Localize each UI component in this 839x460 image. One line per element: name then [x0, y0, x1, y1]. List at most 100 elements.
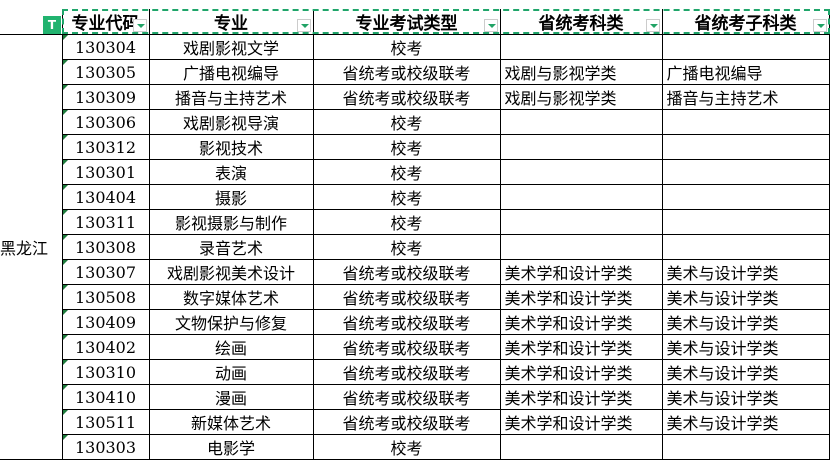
exam-type-cell[interactable]: 校考 — [312, 209, 501, 235]
filter-dropdown-icon[interactable] — [132, 19, 147, 32]
major-cell[interactable]: 文物保护与修复 — [148, 309, 314, 335]
code-cell[interactable]: 130307 — [61, 259, 150, 285]
exam-type-cell[interactable]: 校考 — [312, 109, 501, 135]
category-cell[interactable]: 美术学和设计学类 — [499, 334, 663, 360]
exam-type-cell[interactable]: 省统考或校级联考 — [312, 334, 501, 360]
exam-type-cell[interactable]: 省统考或校级联考 — [312, 409, 501, 435]
exam-type-cell[interactable]: 省统考或校级联考 — [312, 59, 501, 85]
subcategory-cell[interactable] — [661, 109, 830, 135]
code-cell[interactable]: 130311 — [61, 209, 150, 235]
major-cell[interactable]: 电影学 — [148, 434, 314, 460]
subcategory-cell[interactable]: 广播电视编导 — [661, 59, 830, 85]
major-cell[interactable]: 摄影 — [148, 184, 314, 210]
header-cell-category[interactable]: 省统考科类 — [499, 9, 663, 35]
subcategory-cell[interactable]: 播音与主持艺术 — [661, 84, 830, 110]
header-cell-major[interactable]: 专业 — [148, 9, 314, 35]
category-cell[interactable]: 美术学和设计学类 — [499, 384, 663, 410]
major-cell[interactable]: 广播电视编导 — [148, 59, 314, 85]
category-cell[interactable] — [499, 34, 663, 60]
code-cell[interactable]: 130305 — [61, 59, 150, 85]
category-cell[interactable]: 戏剧与影视学类 — [499, 59, 663, 85]
category-cell[interactable]: 美术学和设计学类 — [499, 409, 663, 435]
code-cell[interactable]: 130508 — [61, 284, 150, 310]
category-cell[interactable]: 美术学和设计学类 — [499, 359, 663, 385]
category-cell[interactable] — [499, 159, 663, 185]
subcategory-cell[interactable]: 美术与设计学类 — [661, 359, 830, 385]
header-cell-subcategory[interactable]: 省统考子科类 — [661, 9, 830, 35]
code-cell[interactable]: 130304 — [61, 34, 150, 60]
exam-type-cell[interactable]: 省统考或校级联考 — [312, 359, 501, 385]
code-cell[interactable]: 130306 — [61, 109, 150, 135]
category-cell[interactable] — [499, 434, 663, 460]
exam-type-cell[interactable]: 校考 — [312, 159, 501, 185]
table-row: 130306 戏剧影视导演 校考 — [0, 109, 830, 135]
code-cell[interactable]: 130410 — [61, 384, 150, 410]
subcategory-cell[interactable] — [661, 234, 830, 260]
exam-type-cell[interactable]: 省统考或校级联考 — [312, 84, 501, 110]
spreadsheet-table: 专业代码 专业 专业考试类型 省统考科类 省统考子科类 黑龙江 130304 戏剧影… — [0, 9, 830, 460]
header-cell-exam-type[interactable]: 专业考试类型 — [312, 9, 501, 35]
major-cell[interactable]: 动画 — [148, 359, 314, 385]
category-cell[interactable]: 美术学和设计学类 — [499, 259, 663, 285]
exam-type-cell[interactable]: 校考 — [312, 34, 501, 60]
code-cell[interactable]: 130303 — [61, 434, 150, 460]
subcategory-cell[interactable]: 美术与设计学类 — [661, 334, 830, 360]
code-cell[interactable]: 130308 — [61, 234, 150, 260]
major-cell[interactable]: 绘画 — [148, 334, 314, 360]
code-cell[interactable]: 130404 — [61, 184, 150, 210]
exam-type-cell[interactable]: 省统考或校级联考 — [312, 384, 501, 410]
subcategory-cell[interactable]: 美术与设计学类 — [661, 384, 830, 410]
exam-type-cell[interactable]: 校考 — [312, 184, 501, 210]
code-cell[interactable]: 130402 — [61, 334, 150, 360]
subcategory-cell[interactable] — [661, 159, 830, 185]
category-cell[interactable] — [499, 134, 663, 160]
exam-type-cell[interactable]: 省统考或校级联考 — [312, 309, 501, 335]
subcategory-cell[interactable] — [661, 34, 830, 60]
code-cell[interactable]: 130301 — [61, 159, 150, 185]
major-cell[interactable]: 戏剧影视导演 — [148, 109, 314, 135]
subcategory-cell[interactable] — [661, 209, 830, 235]
major-cell[interactable]: 戏剧影视文学 — [148, 34, 314, 60]
code-cell[interactable]: 130409 — [61, 309, 150, 335]
category-cell[interactable] — [499, 184, 663, 210]
major-cell[interactable]: 漫画 — [148, 384, 314, 410]
exam-type-cell[interactable]: 省统考或校级联考 — [312, 259, 501, 285]
category-cell[interactable] — [499, 234, 663, 260]
header-cell-code[interactable]: 专业代码 — [61, 9, 150, 35]
category-cell[interactable]: 美术学和设计学类 — [499, 309, 663, 335]
filter-dropdown-icon[interactable] — [812, 19, 827, 32]
major-cell[interactable]: 新媒体艺术 — [148, 409, 314, 435]
code-cell[interactable]: 130312 — [61, 134, 150, 160]
major-cell[interactable]: 播音与主持艺术 — [148, 84, 314, 110]
subcategory-cell[interactable]: 美术与设计学类 — [661, 409, 830, 435]
subcategory-cell[interactable]: 美术与设计学类 — [661, 309, 830, 335]
category-cell[interactable]: 戏剧与影视学类 — [499, 84, 663, 110]
filter-dropdown-icon[interactable] — [483, 19, 498, 32]
subcategory-cell[interactable] — [661, 134, 830, 160]
subcategory-cell[interactable] — [661, 434, 830, 460]
major-cell[interactable]: 数字媒体艺术 — [148, 284, 314, 310]
filter-dropdown-icon[interactable] — [645, 19, 660, 32]
major-cell[interactable]: 表演 — [148, 159, 314, 185]
category-cell[interactable] — [499, 209, 663, 235]
exam-type-cell[interactable]: 校考 — [312, 234, 501, 260]
filter-dropdown-icon[interactable] — [296, 19, 311, 32]
exam-type-cell[interactable]: 校考 — [312, 434, 501, 460]
code-cell[interactable]: 130309 — [61, 84, 150, 110]
province-cell[interactable]: 黑龙江 — [0, 34, 63, 460]
category-cell[interactable]: 美术学和设计学类 — [499, 284, 663, 310]
subcategory-cell[interactable] — [661, 184, 830, 210]
category-cell[interactable] — [499, 109, 663, 135]
code-cell[interactable]: 130511 — [61, 409, 150, 435]
major-cell[interactable]: 影视技术 — [148, 134, 314, 160]
cell-text: 130508 — [74, 287, 137, 307]
subcategory-cell[interactable]: 美术与设计学类 — [661, 259, 830, 285]
major-cell[interactable]: 影视摄影与制作 — [148, 209, 314, 235]
exam-type-cell[interactable]: 校考 — [312, 134, 501, 160]
subcategory-cell[interactable]: 美术与设计学类 — [661, 284, 830, 310]
code-cell[interactable]: 130310 — [61, 359, 150, 385]
major-cell[interactable]: 戏剧影视美术设计 — [148, 259, 314, 285]
filter-icon[interactable]: T — [43, 16, 61, 34]
exam-type-cell[interactable]: 省统考或校级联考 — [312, 284, 501, 310]
major-cell[interactable]: 录音艺术 — [148, 234, 314, 260]
